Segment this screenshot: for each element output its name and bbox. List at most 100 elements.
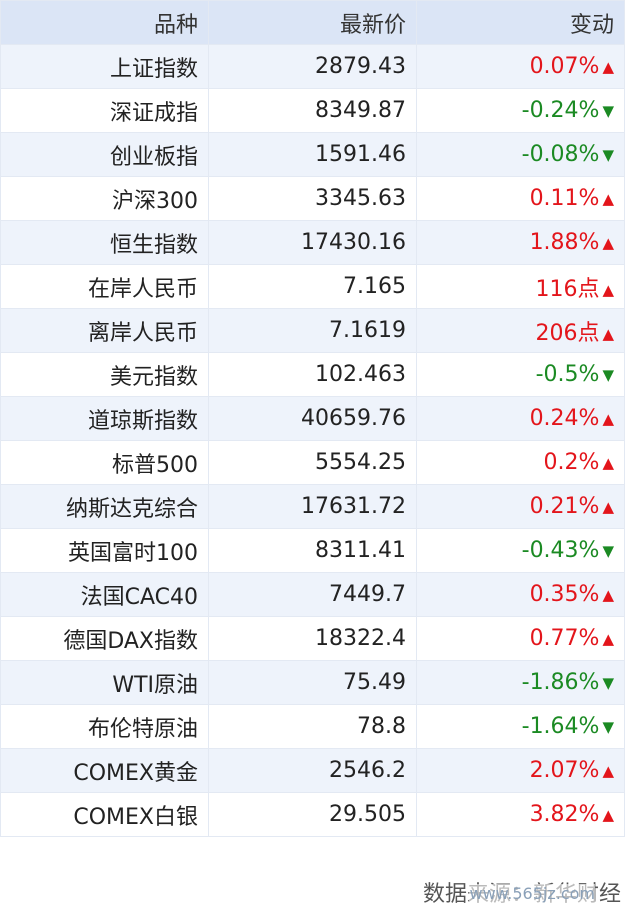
change-cell: 0.07% ▲: [416, 44, 625, 89]
price-cell: 7.165: [208, 264, 417, 309]
name-cell: 沪深300: [0, 176, 209, 221]
table-row: 恒生指数 17430.16 1.88% ▲: [0, 220, 625, 265]
change-text: 0.11%: [529, 186, 600, 211]
table-row: 离岸人民币 7.1619 206点 ▲: [0, 308, 625, 353]
table-row: 深证成指 8349.87 -0.24% ▼: [0, 88, 625, 133]
name-cell: COMEX白银: [0, 792, 209, 837]
change-text: 2.07%: [529, 758, 600, 783]
change-text: 1.88%: [529, 230, 600, 255]
change-arrow: ▼: [602, 146, 614, 164]
price-cell: 8349.87: [208, 88, 417, 133]
header-row: 品种 最新价 变动: [0, 0, 625, 45]
name-cell: 道琼斯指数: [0, 396, 209, 441]
table-row: 上证指数 2879.43 0.07% ▲: [0, 44, 625, 89]
name-cell: 纳斯达克综合: [0, 484, 209, 529]
table-row: 道琼斯指数 40659.76 0.24% ▲: [0, 396, 625, 441]
name-cell: 标普500: [0, 440, 209, 485]
price-cell: 1591.46: [208, 132, 417, 177]
name-cell: 恒生指数: [0, 220, 209, 265]
change-cell: -0.08% ▼: [416, 132, 625, 177]
change-text: 0.24%: [529, 406, 600, 431]
change-arrow: ▲: [602, 280, 614, 299]
change-arrow: ▲: [602, 190, 614, 208]
price-cell: 17430.16: [208, 220, 417, 265]
change-arrow: ▲: [602, 586, 614, 604]
price-cell: 75.49: [208, 660, 417, 705]
price-cell: 7.1619: [208, 308, 417, 353]
price-cell: 40659.76: [208, 396, 417, 441]
table-row: COMEX白银 29.505 3.82% ▲: [0, 792, 625, 837]
name-cell: 离岸人民币: [0, 308, 209, 353]
change-text: 0.21%: [529, 494, 600, 519]
change-cell: 2.07% ▲: [416, 748, 625, 793]
change-cell: 0.2% ▲: [416, 440, 625, 485]
change-text: 0.07%: [529, 54, 600, 79]
header-cell: 品种: [0, 0, 209, 45]
change-text: 116点: [535, 276, 600, 302]
change-arrow: ▲: [602, 410, 614, 428]
table-row: 标普500 5554.25 0.2% ▲: [0, 440, 625, 485]
quote-table: 品种 最新价 变动 上证指数 2879.43 0.07% ▲ 深证成指 8349.87 -0.2…: [0, 0, 625, 837]
change-cell: 206点 ▲: [416, 308, 625, 353]
table-row: 纳斯达克综合 17631.72 0.21% ▲: [0, 484, 625, 529]
table-row: 创业板指 1591.46 -0.08% ▼: [0, 132, 625, 177]
change-arrow: ▲: [602, 630, 614, 648]
price-cell: 29.505: [208, 792, 417, 837]
table-row: WTI原油 75.49 -1.86% ▼: [0, 660, 625, 705]
price-cell: 2546.2: [208, 748, 417, 793]
change-arrow: ▼: [602, 718, 614, 736]
change-cell: 3.82% ▲: [416, 792, 625, 837]
price-cell: 102.463: [208, 352, 417, 397]
price-cell: 2879.43: [208, 44, 417, 89]
change-text: -0.08%: [521, 142, 600, 167]
name-cell: COMEX黄金: [0, 748, 209, 793]
change-cell: 1.88% ▲: [416, 220, 625, 265]
change-arrow: ▼: [602, 366, 614, 384]
header-cell: 最新价: [208, 0, 417, 45]
change-cell: -1.64% ▼: [416, 704, 625, 749]
name-cell: 英国富时100: [0, 528, 209, 573]
change-cell: -0.43% ▼: [416, 528, 625, 573]
change-text: -0.24%: [521, 98, 600, 123]
table-row: COMEX黄金 2546.2 2.07% ▲: [0, 748, 625, 793]
change-cell: -1.86% ▼: [416, 660, 625, 705]
change-text: 0.2%: [543, 450, 600, 475]
table-row: 法国CAC40 7449.7 0.35% ▲: [0, 572, 625, 617]
change-cell: 0.11% ▲: [416, 176, 625, 221]
change-cell: 0.24% ▲: [416, 396, 625, 441]
price-cell: 3345.63: [208, 176, 417, 221]
table-body: 上证指数 2879.43 0.07% ▲ 深证成指 8349.87 -0.24% ▼ 创业板指 1…: [0, 44, 625, 837]
change-arrow: ▼: [602, 674, 614, 692]
table-row: 在岸人民币 7.165 116点 ▲: [0, 264, 625, 309]
change-cell: 116点 ▲: [416, 264, 625, 309]
change-text: 3.82%: [529, 802, 600, 827]
name-cell: 美元指数: [0, 352, 209, 397]
name-cell: 德国DAX指数: [0, 616, 209, 661]
price-cell: 18322.4: [208, 616, 417, 661]
change-cell: 0.77% ▲: [416, 616, 625, 661]
change-cell: -0.5% ▼: [416, 352, 625, 397]
name-cell: 深证成指: [0, 88, 209, 133]
change-arrow: ▲: [602, 324, 614, 343]
table-row: 德国DAX指数 18322.4 0.77% ▲: [0, 616, 625, 661]
name-cell: WTI原油: [0, 660, 209, 705]
change-arrow: ▲: [602, 806, 614, 824]
price-cell: 17631.72: [208, 484, 417, 529]
change-arrow: ▲: [602, 498, 614, 516]
change-arrow: ▼: [602, 542, 614, 560]
change-text: 0.35%: [529, 582, 600, 607]
name-cell: 在岸人民币: [0, 264, 209, 309]
change-arrow: ▲: [602, 58, 614, 76]
change-arrow: ▼: [602, 102, 614, 120]
watermark: www.565jz.com: [469, 884, 595, 903]
table-row: 沪深300 3345.63 0.11% ▲: [0, 176, 625, 221]
change-cell: -0.24% ▼: [416, 88, 625, 133]
price-cell: 78.8: [208, 704, 417, 749]
change-arrow: ▲: [602, 234, 614, 252]
change-text: 206点: [535, 320, 600, 346]
table-row: 英国富时100 8311.41 -0.43% ▼: [0, 528, 625, 573]
change-arrow: ▲: [602, 762, 614, 780]
price-cell: 8311.41: [208, 528, 417, 573]
change-cell: 0.35% ▲: [416, 572, 625, 617]
